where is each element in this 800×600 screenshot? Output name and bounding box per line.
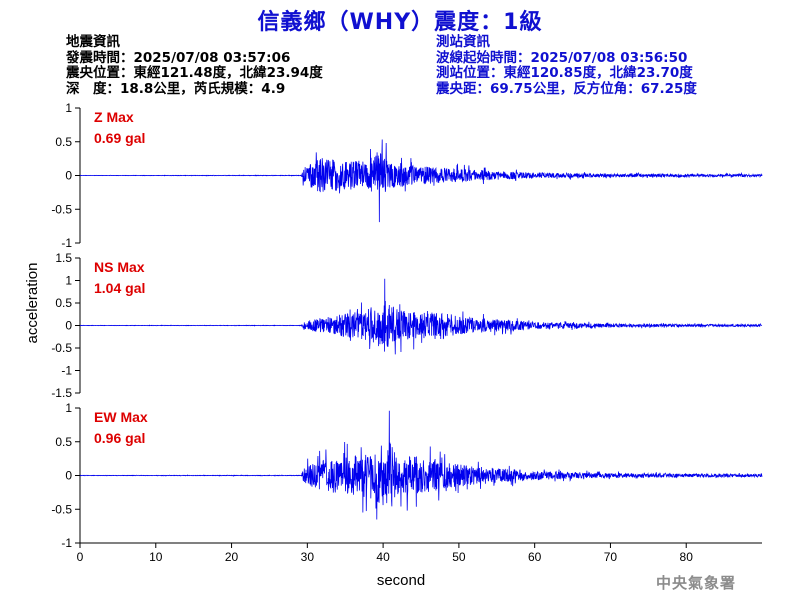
panel-ew: -1 -0.5 0 0.5 1 EW Max 0.96 gal <box>51 401 763 550</box>
x-tick-label: 40 <box>376 550 390 564</box>
y-tick-label: 0.5 <box>55 135 72 149</box>
panel-ns: -1.5 -1 -0.5 0 0.5 1 1.5 NS Max 1.04 gal <box>51 251 763 400</box>
y-tick-label: -1 <box>61 536 72 550</box>
x-tick-label: 70 <box>604 550 618 564</box>
y-tick-label: 1.5 <box>55 251 72 265</box>
max-label-ns: NS Max <box>94 259 145 275</box>
x-tick-label: 50 <box>452 550 466 564</box>
station-location: 測站位置：東經120.85度，北緯23.70度 <box>436 65 693 81</box>
y-tick-label: -0.5 <box>51 341 72 355</box>
agency-label: 中央氣象署 <box>656 574 737 592</box>
x-tick-label: 30 <box>301 550 315 564</box>
max-value-ew: 0.96 gal <box>94 430 145 446</box>
event-info-heading: 地震資訊 <box>66 34 120 50</box>
x-tick-label: 10 <box>149 550 163 564</box>
y-tick-label: 0 <box>65 319 72 333</box>
max-value-z: 0.69 gal <box>94 130 145 146</box>
depth-magnitude: 深 度：18.8公里，芮氏規模：4.9 <box>66 80 286 97</box>
y-tick-label: -0.5 <box>51 502 72 516</box>
y-tick-label: -1 <box>61 364 72 378</box>
y-tick-label: 1 <box>65 101 72 115</box>
y-tick-label: 0.5 <box>55 296 72 310</box>
max-value-ns: 1.04 gal <box>94 280 145 296</box>
wave-start-time: 波線起始時間：2025/07/08 03:56:50 <box>436 49 688 66</box>
y-tick-label: -1 <box>61 236 72 250</box>
x-tick-label: 80 <box>680 550 694 564</box>
epicentral-distance: 震央距：69.75公里，反方位角：67.25度 <box>436 80 697 97</box>
x-tick-label: 20 <box>225 550 239 564</box>
page-title: 信義鄉（WHY）震度：1級 <box>257 10 543 35</box>
y-tick-label: 0 <box>65 169 72 183</box>
y-tick-label: 0.5 <box>55 435 72 449</box>
y-tick-label: -0.5 <box>51 202 72 216</box>
station-info-heading: 測站資訊 <box>436 34 490 50</box>
x-tick-label: 0 <box>77 550 84 564</box>
waveform-z <box>79 139 763 223</box>
event-info: 地震資訊 發震時間：2025/07/08 03:57:06 震央位置：東經121… <box>66 34 323 97</box>
origin-time: 發震時間：2025/07/08 03:57:06 <box>66 49 291 66</box>
max-label-ew: EW Max <box>94 409 148 425</box>
y-axis-label: acceleration <box>24 263 41 344</box>
y-tick-label: 0 <box>65 469 72 483</box>
max-label-z: Z Max <box>94 109 134 125</box>
x-axis-label: second <box>377 572 425 589</box>
y-tick-label: -1.5 <box>51 386 72 400</box>
panel-z: -1 -0.5 0 0.5 1 Z Max 0.69 gal <box>51 101 763 250</box>
waveform-ns <box>79 278 763 355</box>
station-info: 測站資訊 波線起始時間：2025/07/08 03:56:50 測站位置：東經1… <box>436 34 697 97</box>
x-tick-label: 60 <box>528 550 542 564</box>
y-tick-label: 1 <box>65 274 72 288</box>
y-tick-label: 1 <box>65 401 72 415</box>
epicenter: 震央位置：東經121.48度，北緯23.94度 <box>66 65 323 81</box>
waveform-ew <box>79 410 763 520</box>
